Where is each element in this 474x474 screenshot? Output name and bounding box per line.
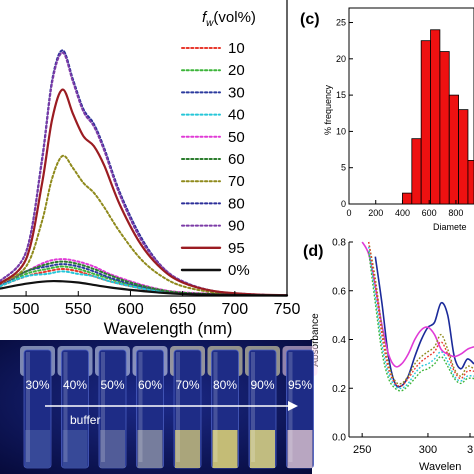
histogram-x-ticks: 0 200 400 600 800 (346, 200, 463, 218)
histogram-y-tick-label: 20 (336, 54, 346, 64)
vial-photo: 30% 40% 50% 60% 70% 80% 90% 95% buffer (0, 340, 318, 474)
histogram-panel: (c) 0 5 10 15 20 25 0 200 400 600 800 % frequency… (300, 7, 474, 232)
absorbance-y-tick-label: 0.6 (332, 286, 346, 297)
emission-series-95 (0, 88, 289, 297)
histogram-y-axis-label: % frequency (323, 84, 333, 135)
emission-series-70 (0, 154, 288, 297)
histogram-x-tick-label: 800 (448, 208, 463, 218)
absorbance-y-tick-label: 0.0 (332, 433, 346, 444)
absorbance-x-axis-label: Wavelen (419, 461, 461, 473)
legend-entry-label: 20 (228, 62, 245, 79)
vial-label: 90% (250, 378, 274, 392)
panel-d-label: (d) (303, 243, 323, 260)
vial-label: 80% (213, 378, 237, 392)
histogram-x-tick-label: 0 (346, 208, 351, 218)
legend-entry-label: 40 (228, 107, 245, 124)
histogram-y-tick-label: 25 (336, 18, 346, 28)
vial (132, 346, 168, 469)
vial-label: 50% (100, 378, 124, 392)
absorbance-y-ticks: 0.0 0.2 0.4 0.6 0.8 (332, 238, 353, 444)
emission-series-0pct (0, 279, 289, 297)
histogram-bar (420, 40, 431, 205)
legend-entry-label: 80 (228, 195, 245, 212)
vial (282, 346, 318, 469)
histogram-y-tick-label: 15 (336, 90, 346, 100)
vial (207, 346, 243, 469)
legend-title: fw(vol%) (202, 9, 256, 29)
absorbance-plot-area (361, 241, 474, 392)
legend-entry-label: 10 (228, 40, 245, 57)
legend-entry-label: 70 (228, 173, 245, 190)
emission-series-60 (0, 260, 288, 297)
emission-x-axis-label: Wavelength (nm) (104, 319, 233, 338)
absorbance-x-tick-label: 300 (419, 444, 437, 456)
histogram-y-tick-label: 5 (341, 163, 346, 173)
histogram-bars (402, 29, 474, 205)
absorbance-series (368, 241, 474, 387)
histogram-x-tick-label: 200 (368, 208, 383, 218)
vial-label: 30% (25, 378, 49, 392)
emission-legend: fw(vol%) 10 20 30 40 50 60 70 80 90 95 0% (180, 9, 256, 279)
legend-entry-label: 90 (228, 218, 245, 235)
vial-label: 95% (288, 378, 312, 392)
histogram-bar (467, 160, 474, 205)
vial-row: 30% 40% 50% 60% 70% 80% 90% 95% (20, 346, 318, 469)
vial-label: 40% (63, 378, 87, 392)
emission-plot-area (0, 49, 289, 297)
absorbance-panel: (d) 0.0 0.2 0.4 0.6 0.8 250 300 3 Absorbance W… (303, 238, 474, 473)
absorbance-x-ticks: 250 300 3 (353, 433, 473, 456)
legend-entry-label: 30 (228, 84, 245, 101)
histogram-bar (458, 109, 469, 205)
emission-x-tick-label: 700 (221, 301, 248, 318)
legend-entry-label: 0% (228, 262, 250, 279)
absorbance-y-tick-label: 0.2 (332, 384, 346, 395)
legend-entry-label: 50 (228, 129, 245, 146)
emission-x-tick-label: 750 (274, 301, 301, 318)
emission-series-10 (0, 267, 288, 297)
panel-c-label: (c) (300, 11, 320, 28)
histogram-bar (402, 192, 413, 205)
histogram-bar (411, 138, 422, 205)
histogram-bar (448, 94, 459, 205)
absorbance-series (368, 246, 474, 390)
absorbance-x-tick-label: 3 (467, 444, 473, 456)
absorbance-y-tick-label: 0.8 (332, 238, 346, 249)
emission-x-tick-label: 600 (117, 301, 144, 318)
vial (57, 346, 93, 469)
vial (170, 346, 205, 469)
histogram-x-tick-label: 400 (395, 208, 410, 218)
buffer-arrow-head (288, 401, 298, 411)
histogram-x-tick-label: 600 (422, 208, 437, 218)
absorbance-y-axis-label: Absorbance (310, 313, 321, 367)
absorbance-x-tick-label: 250 (353, 444, 371, 456)
histogram-bar (439, 51, 450, 205)
vial-label: 60% (138, 378, 162, 392)
buffer-arrow-label: buffer (70, 413, 100, 427)
vial (20, 346, 55, 469)
histogram-y-ticks: 0 5 10 15 20 25 (336, 18, 353, 209)
vial (245, 346, 280, 469)
histogram-y-tick-label: 0 (341, 199, 346, 209)
histogram-x-axis-label: Diamete (433, 222, 467, 232)
emission-x-tick-label: 550 (65, 301, 92, 318)
absorbance-y-tick-label: 0.4 (332, 335, 346, 346)
legend-entry-label: 95 (228, 240, 245, 257)
emission-panel: 500 550 600 650 700 750 Wavelength (nm) fw(vo… (0, 0, 300, 338)
vial-label: 70% (175, 378, 199, 392)
emission-x-ticks: 500 550 600 650 700 750 (13, 291, 301, 318)
legend-entry-label: 60 (228, 151, 245, 168)
emission-x-tick-label: 500 (13, 301, 40, 318)
histogram-y-tick-label: 10 (336, 126, 346, 136)
vial (95, 346, 130, 469)
emission-x-tick-label: 650 (169, 301, 196, 318)
histogram-bar (430, 29, 441, 205)
